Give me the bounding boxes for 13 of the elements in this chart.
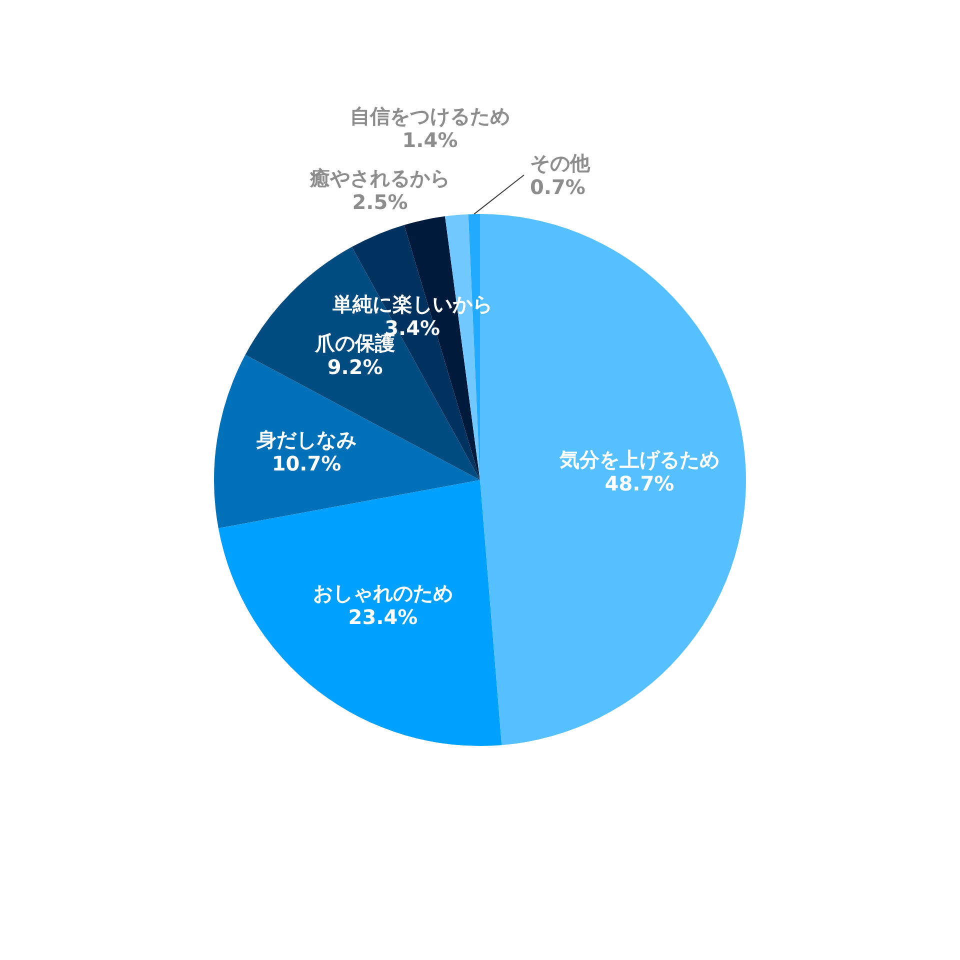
data-label: 2.5% — [352, 190, 408, 214]
slice-label: 気分を上げるため — [558, 448, 720, 472]
slice-label: 身だしなみ — [256, 427, 357, 452]
slice-label: その他 — [530, 151, 591, 176]
data-label: 10.7% — [272, 451, 342, 476]
slice-label: 自信をつけるため — [350, 104, 510, 128]
data-label: 0.7% — [530, 175, 586, 200]
data-label: 23.4% — [348, 604, 418, 629]
slice-label: 癒やされるから — [309, 166, 450, 190]
data-label: 9.2% — [327, 354, 383, 379]
data-label: 48.7% — [604, 472, 674, 496]
slice-label: おしゃれのため — [312, 580, 453, 605]
data-label: 1.4% — [402, 128, 458, 152]
